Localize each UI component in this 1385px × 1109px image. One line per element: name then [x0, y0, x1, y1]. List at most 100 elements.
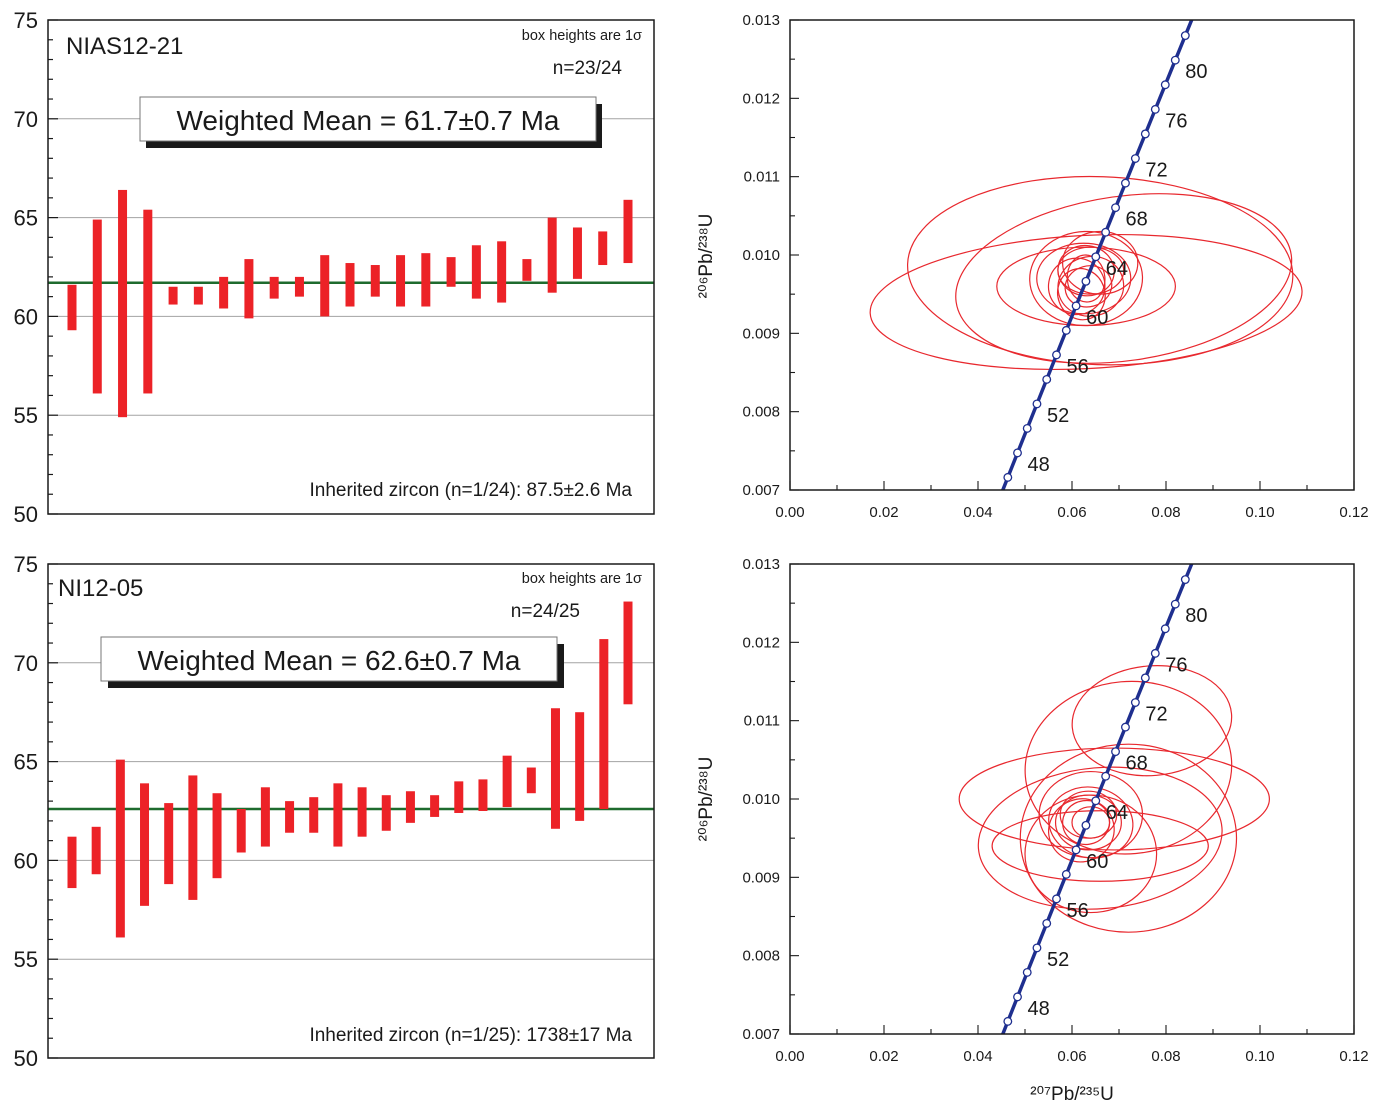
- error-ellipse: [906, 175, 1294, 366]
- concordia-age-marker: [1032, 399, 1042, 409]
- x-tick-label: 0.04: [963, 1048, 992, 1065]
- age-box: [244, 259, 254, 319]
- sample-count: n=24/25: [511, 601, 580, 622]
- plot-frame: [47, 19, 655, 515]
- age-box: [294, 276, 304, 297]
- concordia-age-marker: [1101, 771, 1111, 781]
- age-box: [547, 217, 557, 293]
- y-tick-label: 50: [14, 1046, 38, 1071]
- x-tick-label: 0.02: [869, 504, 898, 521]
- y-tick-label: 0.012: [742, 90, 780, 107]
- x-tick-label: 0.00: [775, 504, 804, 521]
- age-box: [67, 284, 77, 331]
- concordia-age-marker: [1003, 472, 1013, 482]
- x-tick-label: 0.02: [869, 1048, 898, 1065]
- concordia-age-marker: [1071, 845, 1081, 855]
- age-box: [345, 263, 355, 307]
- concordia-age-labels: 48 52 56 60 64 68 72 76 80: [1028, 605, 1208, 1020]
- age-box: [526, 767, 536, 794]
- concordia-age-label: 64: [1106, 802, 1128, 824]
- y-tick-label: 0.013: [742, 556, 780, 573]
- y-tick-label: 0.010: [742, 791, 780, 808]
- concordia-age-marker: [1130, 698, 1140, 707]
- age-box: [454, 781, 464, 813]
- y-tick-label: 0.009: [742, 869, 780, 886]
- error-ellipse: [1071, 664, 1233, 777]
- x-tick-label: 0.12: [1339, 504, 1368, 521]
- concordia-age-label: 52: [1047, 405, 1069, 427]
- age-box: [598, 231, 608, 266]
- axis-ticks: 0.00 0.02 0.04 0.06 0.08 0.10 0.12 0.007 0.008 0.…: [742, 556, 1368, 1065]
- error-ellipse: [1064, 265, 1113, 308]
- error-ellipse: [1024, 680, 1233, 855]
- concordia-age-labels: 48 52 56 60 64 68 72 76 80: [1028, 61, 1208, 476]
- age-box: [497, 241, 507, 303]
- y-axis-label: ²⁰⁶Pb/²³⁸U: [696, 757, 717, 842]
- concordia-age-label: 68: [1126, 209, 1148, 231]
- mean-box: [139, 96, 597, 142]
- age-plot-panel-1: 50 55 60 65 70 75 NIAS12-21 box heights are 1…: [14, 8, 655, 527]
- concordia-plot-panel-2: 0.00 0.02 0.04 0.06 0.08 0.10 0.12 0.007 0.008 0.…: [696, 556, 1369, 1105]
- concordia-age-label: 56: [1066, 356, 1088, 378]
- concordia-age-marker: [1180, 31, 1190, 40]
- sample-name: NI12-05: [58, 575, 143, 602]
- concordia-age-marker: [1081, 276, 1091, 286]
- error-ellipse: [991, 810, 1209, 882]
- box-height-note: box heights are 1σ: [522, 28, 642, 44]
- concordia-age-marker: [1003, 1016, 1013, 1026]
- mean-box: [100, 636, 558, 682]
- y-tick-label: 65: [14, 206, 38, 231]
- age-box: [143, 209, 153, 394]
- ellipses: [958, 664, 1271, 933]
- concordia-age-marker: [1180, 575, 1190, 584]
- age-box: [381, 795, 391, 831]
- concordia-age-label: 72: [1145, 160, 1167, 182]
- concordia-age-marker: [1170, 55, 1180, 65]
- y-tick-label: 60: [14, 848, 38, 873]
- x-tick-label: 0.00: [775, 1048, 804, 1065]
- concordia-age-label: 64: [1106, 258, 1128, 280]
- y-axis-ticks: 50 55 60 65 70 75: [14, 8, 58, 527]
- age-box: [67, 836, 77, 889]
- concordia-age-label: 80: [1185, 605, 1207, 627]
- y-tick-label: 55: [14, 947, 38, 972]
- y-tick-label: 70: [14, 107, 38, 132]
- age-box: [471, 245, 481, 299]
- y-tick-label: 55: [14, 403, 38, 428]
- concordia-age-label: 52: [1047, 949, 1069, 971]
- concordia-age-marker: [1160, 80, 1170, 90]
- y-tick-label: 0.009: [742, 325, 780, 342]
- gridlines: [48, 662, 654, 960]
- y-tick-label: 0.012: [742, 634, 780, 651]
- age-boxes: [67, 189, 633, 418]
- age-box: [599, 639, 609, 810]
- y-tick-label: 60: [14, 304, 38, 329]
- x-tick-label: 0.06: [1057, 504, 1086, 521]
- concordia-age-marker: [1052, 350, 1061, 360]
- concordia-line: [1000, 564, 1194, 1034]
- concordia-age-label: 60: [1086, 851, 1108, 873]
- y-tick-label: 70: [14, 651, 38, 676]
- age-box: [260, 787, 270, 847]
- age-box: [92, 219, 102, 394]
- concordia-age-marker: [1170, 599, 1180, 609]
- error-ellipse: [1048, 798, 1115, 863]
- concordia-age-marker: [1091, 252, 1101, 262]
- weighted-mean-label: Weighted Mean = 62.6±0.7 Ma: [138, 645, 521, 676]
- concordia-age-marker: [994, 498, 1002, 506]
- x-tick-label: 0.04: [963, 504, 992, 521]
- concordia-age-marker: [1111, 747, 1120, 757]
- age-box: [430, 795, 440, 817]
- x-tick-label: 0.10: [1245, 504, 1274, 521]
- x-tick-label: 0.08: [1151, 1048, 1180, 1065]
- concordia-age-marker: [1042, 918, 1052, 928]
- age-box: [269, 276, 279, 299]
- concordia-age-marker: [1061, 325, 1071, 335]
- age-box: [575, 712, 585, 821]
- age-box: [320, 255, 330, 317]
- age-box: [333, 783, 343, 847]
- age-box: [522, 259, 532, 281]
- weighted-mean-label: Weighted Mean = 61.7±0.7 Ma: [177, 105, 560, 136]
- age-boxes: [67, 601, 633, 938]
- age-box: [421, 253, 431, 307]
